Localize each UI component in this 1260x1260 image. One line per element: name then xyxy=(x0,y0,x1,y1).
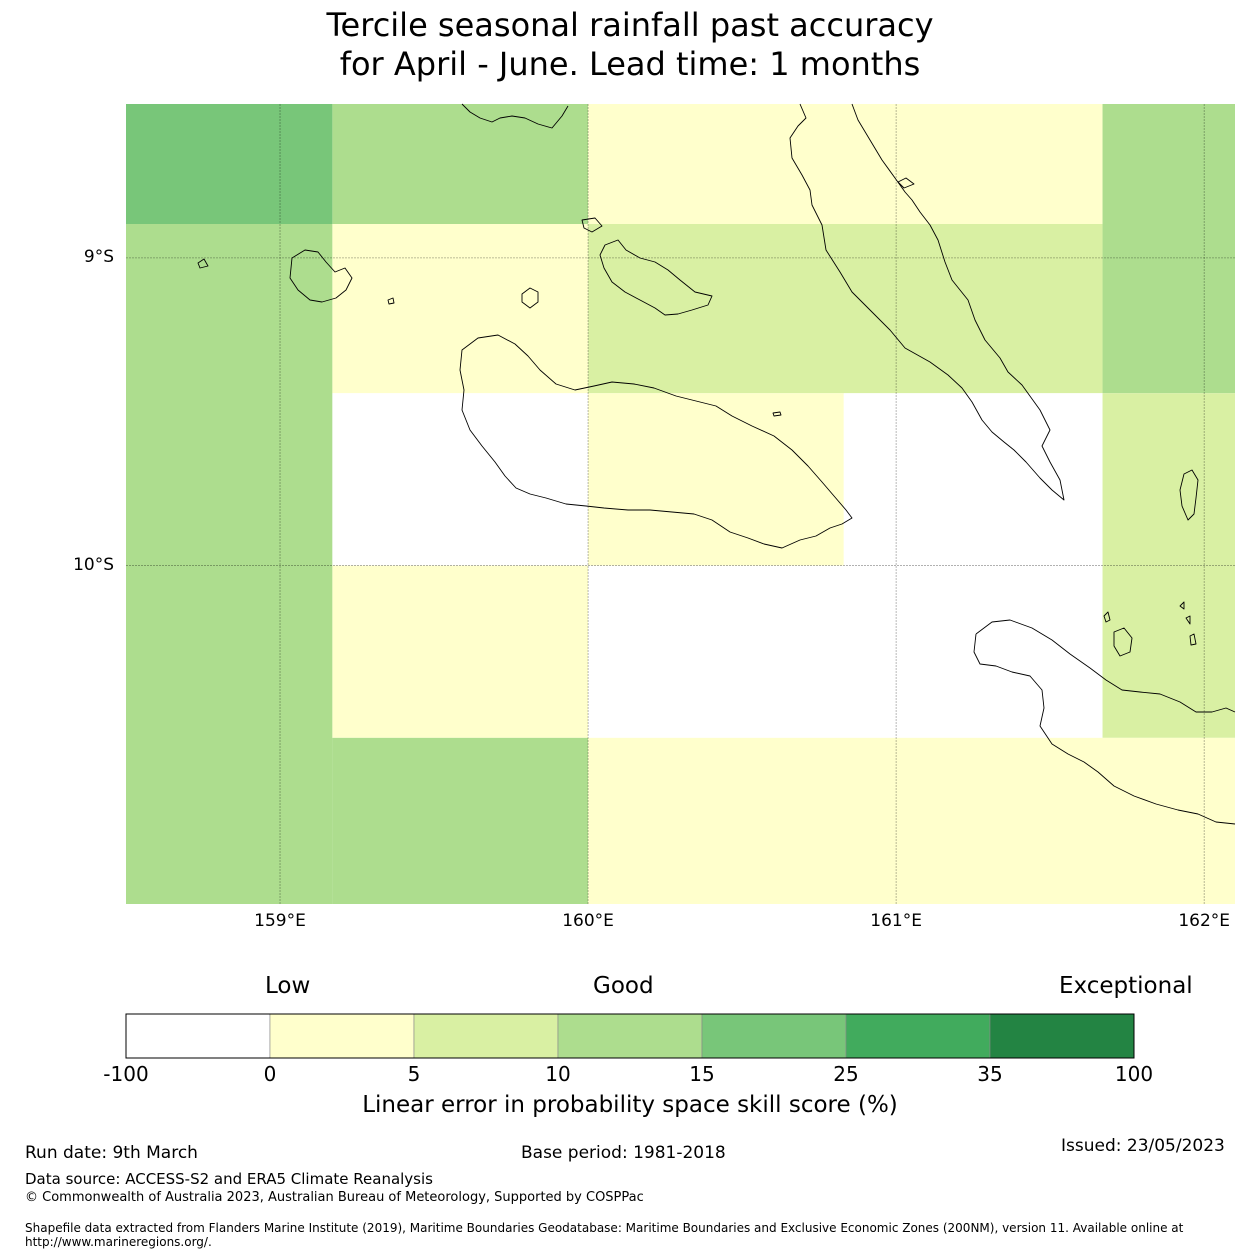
colorbar-bin-3 xyxy=(557,1013,703,1059)
coastline-malaita xyxy=(1179,469,1199,521)
coastline-island-n xyxy=(897,177,915,189)
coastline-islet-4 xyxy=(1103,611,1111,623)
colorbar-tick: 25 xyxy=(833,1062,859,1086)
grid-cell-12 xyxy=(332,565,589,738)
coastline-santa-isabel xyxy=(789,103,1065,501)
colorbar-bin-1 xyxy=(269,1013,415,1059)
coastline-islet-5 xyxy=(1179,601,1185,610)
colorbar-bin-6 xyxy=(989,1013,1135,1059)
coastline-guadalcanal xyxy=(459,334,853,549)
coastlines xyxy=(197,103,1236,825)
colorbar-outline xyxy=(125,1013,1135,1059)
grid-cell-10 xyxy=(843,393,1103,566)
coastline-makira xyxy=(973,619,1236,825)
colorbar-tick: 10 xyxy=(545,1062,571,1086)
grid-cell-15 xyxy=(332,737,589,904)
grid-cell-14 xyxy=(1102,565,1235,738)
grid-cell-13 xyxy=(588,565,1103,738)
colorbar-bin-0 xyxy=(125,1013,271,1059)
chart-title-line1: Tercile seasonal rainfall past accuracy xyxy=(326,6,934,44)
grid-cell-7 xyxy=(1102,224,1235,394)
shapefile-credit: Shapefile data extracted from Flanders M… xyxy=(25,1221,1184,1249)
base-period: Base period: 1981-2018 xyxy=(521,1143,726,1163)
data-source: Data source: ACCESS-S2 and ERA5 Climate … xyxy=(25,1170,433,1188)
colorbar-tick: 15 xyxy=(689,1062,715,1086)
copyright: © Commonwealth of Australia 2023, Austra… xyxy=(25,1190,644,1205)
colorbar-tick: 35 xyxy=(977,1062,1003,1086)
colorbar-category-exceptional: Exceptional xyxy=(1059,973,1193,999)
grid-cell-11 xyxy=(1102,393,1235,566)
coastline-islet-w xyxy=(197,258,209,269)
skill-grid xyxy=(126,104,1235,904)
colorbar-bin-5 xyxy=(845,1013,991,1059)
colorbar-tick: 100 xyxy=(1114,1062,1154,1086)
grid-cell-3 xyxy=(1102,104,1235,224)
lon-tick-label: 161°E xyxy=(870,911,922,931)
grid-cell-4 xyxy=(126,224,333,904)
coastline-islet-2 xyxy=(387,297,395,305)
coastline-small-malaita xyxy=(1113,627,1133,657)
chart-title-line2: for April - June. Lead time: 1 months xyxy=(339,45,921,83)
grid-cell-9 xyxy=(588,393,844,566)
lat-tick-label: 9°S xyxy=(83,246,114,267)
coastline-new-georgia xyxy=(461,103,569,129)
colorbar-category-low: Low xyxy=(265,973,311,999)
grid-cell-0 xyxy=(126,104,333,224)
lat-tick-label: 10°S xyxy=(73,554,114,575)
grid-cell-1 xyxy=(332,104,589,224)
lon-tick-label: 162°E xyxy=(1178,911,1231,931)
coastline-islet-3 xyxy=(772,411,782,417)
coastline-nggela xyxy=(599,239,713,316)
colorbar-tick: 5 xyxy=(407,1062,421,1086)
lon-tick-label: 159°E xyxy=(254,911,306,931)
coastline-islet-6 xyxy=(1185,615,1191,625)
colorbar-tick: 0 xyxy=(263,1062,277,1086)
graticule xyxy=(126,104,1235,904)
coastline-island-small-1 xyxy=(581,217,603,233)
grid-cell-2 xyxy=(588,104,1103,224)
colorbar-label: Linear error in probability space skill … xyxy=(362,1092,898,1118)
lon-tick-label: 160°E xyxy=(562,911,614,931)
grid-cell-6 xyxy=(588,224,1103,394)
colorbar xyxy=(125,1013,1135,1059)
issued-date: Issued: 23/05/2023 xyxy=(1061,1136,1225,1156)
colorbar-bin-2 xyxy=(413,1013,559,1059)
coastline-islet-7 xyxy=(1189,633,1197,646)
coastline-russell xyxy=(289,249,353,303)
colorbar-tick: -100 xyxy=(103,1062,149,1086)
coastline-savo xyxy=(521,287,539,309)
grid-cell-8 xyxy=(332,393,589,566)
grid-cell-16 xyxy=(588,737,1235,904)
colorbar-category-good: Good xyxy=(593,973,654,999)
run-date: Run date: 9th March xyxy=(25,1143,198,1163)
colorbar-bin-4 xyxy=(701,1013,847,1059)
